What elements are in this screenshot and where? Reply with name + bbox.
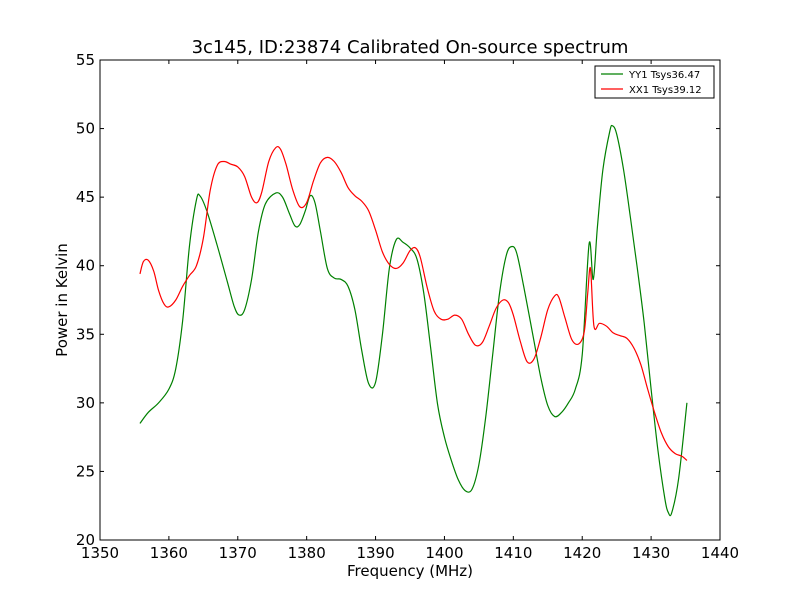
x-tick-label: 1440 [701, 544, 739, 562]
x-tick-label: 1430 [632, 544, 670, 562]
x-axis-label: Frequency (MHz) [347, 562, 473, 580]
ticks-layer: 1350 1360 1370 1380 1390 1400 1410 1420 1430 1440… [76, 51, 739, 562]
series-layer [139, 124, 688, 517]
series-line-xx1 [139, 145, 688, 461]
legend-label-yy1: YY1 Tsys36.47 [628, 70, 700, 81]
series-line-yy1 [139, 124, 688, 517]
x-tick-label: 1410 [494, 544, 532, 562]
x-tick-label: 1350 [81, 544, 119, 562]
legend-label-xx1: XX1 Tsys39.12 [629, 85, 702, 96]
x-tick-label: 1390 [356, 544, 394, 562]
plot-background [100, 60, 720, 540]
y-tick-label: 40 [76, 257, 95, 275]
x-tick-label: 1420 [563, 544, 601, 562]
y-tick-label: 45 [76, 188, 95, 206]
plot-area: 1350 1360 1370 1380 1390 1400 1410 1420 1430 1440… [76, 51, 739, 562]
legend-box [594, 65, 715, 99]
y-tick-label: 25 [76, 462, 95, 480]
y-tick-label: 50 [76, 120, 95, 138]
y-tick-label: 30 [76, 394, 95, 412]
y-tick-label: 20 [76, 531, 95, 549]
x-tick-label: 1370 [219, 544, 257, 562]
y-axis-label: Power in Kelvin [53, 243, 71, 357]
y-tick-label: 35 [76, 325, 95, 343]
x-tick-label: 1380 [288, 544, 326, 562]
chart-title: 3c145, ID:23874 Calibrated On-source spe… [192, 37, 629, 58]
plot-frame [99, 59, 721, 541]
x-tick-label: 1400 [425, 544, 463, 562]
x-tick-label: 1360 [150, 544, 188, 562]
legend: YY1 Tsys36.47 XX1 Tsys39.12 [594, 65, 715, 99]
y-tick-label: 55 [76, 51, 95, 69]
